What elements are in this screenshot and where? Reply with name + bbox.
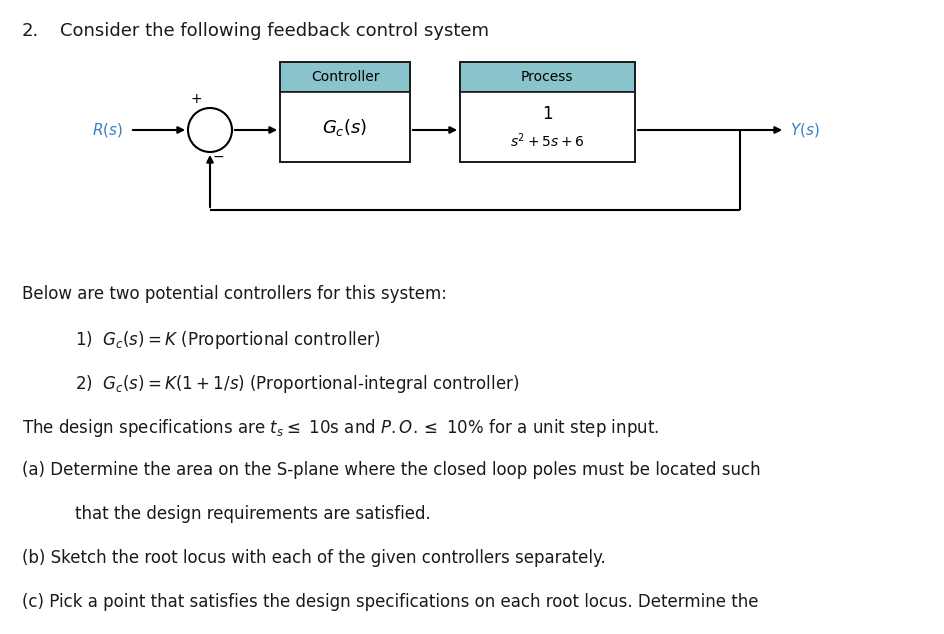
Text: The design specifications are $t_s \leq$ 10s and $P.O.\leq$ 10% for a unit step : The design specifications are $t_s \leq$… [22,417,659,439]
Text: $Y(s)$: $Y(s)$ [790,121,819,139]
Text: 2.: 2. [22,22,40,40]
Text: Below are two potential controllers for this system:: Below are two potential controllers for … [22,285,447,303]
Text: that the design requirements are satisfied.: that the design requirements are satisfi… [75,505,430,523]
Bar [460,92,635,162]
Text: +: + [190,92,202,106]
Text: (c) Pick a point that satisfies the design specifications on each root locus. De: (c) Pick a point that satisfies the desi… [22,593,758,611]
Bar [280,62,410,162]
Text: −: − [213,150,225,164]
Text: Controller: Controller [311,70,379,84]
Bar [460,62,635,92]
Text: 1: 1 [542,105,552,123]
Text: Process: Process [521,70,573,84]
Text: (b) Sketch the root locus with each of the given controllers separately.: (b) Sketch the root locus with each of t… [22,549,606,567]
Text: (a) Determine the area on the S-plane where the closed loop poles must be locate: (a) Determine the area on the S-plane wh… [22,461,761,479]
Text: Consider the following feedback control system: Consider the following feedback control … [60,22,489,40]
Text: 1)  $G_c(s) = K$ (Proportional controller): 1) $G_c(s) = K$ (Proportional controller… [75,329,380,351]
Text: $G_c(s)$: $G_c(s)$ [323,117,367,138]
Bar [280,62,410,92]
Text: $s^2 + 5s + 6$: $s^2 + 5s + 6$ [510,131,584,150]
Bar [280,92,410,162]
Bar [460,62,635,162]
Text: 2)  $G_c(s) = K(1 + 1/s)$ (Proportional-integral controller): 2) $G_c(s) = K(1 + 1/s)$ (Proportional-i… [75,373,519,395]
Text: $R(s)$: $R(s)$ [92,121,123,139]
